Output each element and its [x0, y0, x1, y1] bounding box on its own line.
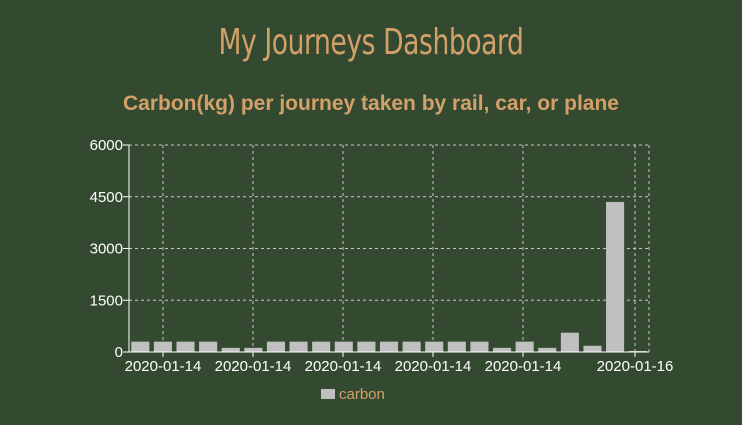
bar-carbon	[153, 341, 172, 352]
chart-legend[interactable]: carbon	[321, 385, 385, 403]
bar-carbon	[334, 341, 353, 352]
bar-carbon	[357, 341, 376, 352]
bar-carbon	[199, 341, 218, 352]
bar-carbon	[244, 347, 263, 352]
bar-carbon	[628, 350, 647, 352]
chart-subtitle: Carbon(kg) per journey taken by rail, ca…	[123, 92, 619, 115]
bar-carbon	[606, 201, 625, 352]
bar-carbon	[312, 341, 331, 352]
y-tick-label: 3000	[90, 241, 123, 258]
x-tick-label: 2020-01-14	[485, 358, 562, 375]
bar-carbon	[560, 332, 579, 352]
bar-carbon	[176, 341, 195, 352]
page-title: My Journeys Dashboard	[218, 22, 524, 63]
y-tick-label: 6000	[90, 137, 123, 154]
x-tick-label: 2020-01-16	[597, 358, 674, 375]
bar-carbon	[289, 341, 308, 352]
bar-carbon	[538, 347, 557, 352]
y-tick-label: 0	[115, 344, 123, 361]
y-tick-label: 1500	[90, 292, 123, 309]
bar-carbon	[221, 347, 240, 352]
bar-carbon	[402, 341, 421, 352]
bar-carbon	[447, 341, 466, 352]
x-tick-label: 2020-01-14	[305, 358, 382, 375]
bar-carbon	[470, 341, 489, 352]
x-tick-label: 2020-01-14	[395, 358, 472, 375]
x-tick-label: 2020-01-14	[215, 358, 292, 375]
bar-carbon	[266, 341, 285, 352]
y-tick-label: 4500	[90, 189, 123, 206]
bar-carbon	[493, 347, 512, 352]
bar-carbon	[131, 341, 150, 352]
legend-label-carbon: carbon	[339, 385, 385, 403]
bar-carbon	[379, 341, 399, 352]
bar-carbon	[425, 341, 444, 352]
legend-swatch-carbon	[321, 389, 335, 399]
x-tick-label: 2020-01-14	[125, 358, 202, 375]
bar-carbon	[515, 341, 534, 352]
bar-carbon	[583, 345, 602, 352]
